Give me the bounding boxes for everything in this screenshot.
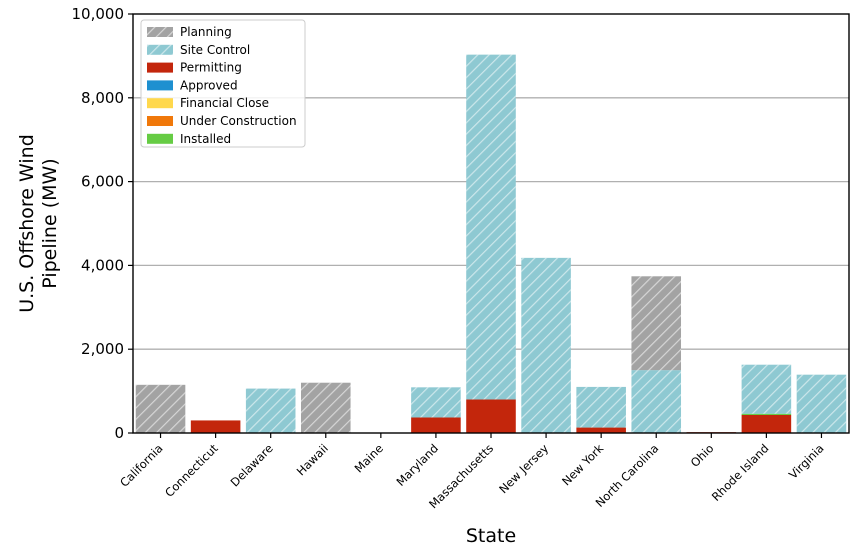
legend-label-site-control: Site Control bbox=[180, 43, 250, 57]
legend-swatch-under-construction bbox=[147, 116, 173, 126]
x-tick-label-hawaii: Hawaii bbox=[294, 441, 331, 478]
legend-swatch-installed bbox=[147, 133, 173, 144]
legend-label-installed: Installed bbox=[180, 132, 231, 146]
legend-label-planning: Planning bbox=[180, 25, 232, 39]
y-tick-label: 10,000 bbox=[72, 5, 125, 23]
legend-label-permitting: Permitting bbox=[180, 61, 242, 75]
bar-maryland-site-control-hatch bbox=[411, 387, 461, 418]
legend-swatch-permitting bbox=[147, 62, 173, 73]
x-tick-label-connecticut: Connecticut bbox=[162, 441, 221, 500]
plot-frame bbox=[132, 13, 850, 434]
x-tick-label-maryland: Maryland bbox=[393, 441, 441, 489]
y-axis-title-line: Pipeline (MW) bbox=[39, 158, 61, 288]
legend-label-approved: Approved bbox=[180, 78, 238, 92]
y-axis-title-line: U.S. Offshore Wind bbox=[16, 134, 38, 313]
y-tick-label: 2,000 bbox=[81, 340, 124, 358]
bar-hawaii-planning-hatch bbox=[300, 382, 351, 433]
legend-label-under-construction: Under Construction bbox=[180, 114, 297, 128]
bar-new-york-site-control-hatch bbox=[576, 386, 626, 428]
legend-label-financial-close: Financial Close bbox=[180, 96, 269, 110]
bar-massachusetts-permitting bbox=[466, 399, 516, 433]
y-tick-label: 6,000 bbox=[81, 173, 124, 191]
bar-california-planning-hatch bbox=[135, 384, 186, 433]
x-tick-label-new-york: New York bbox=[559, 441, 606, 488]
bar-rhode-island-installed bbox=[741, 413, 792, 415]
bar-connecticut-permitting bbox=[190, 420, 241, 433]
legend-swatch-planning-hatch bbox=[147, 27, 173, 37]
bars bbox=[135, 54, 847, 433]
bar-massachusetts-site-control-hatch bbox=[466, 54, 516, 400]
x-tick-label-virginia: Virginia bbox=[786, 441, 827, 482]
bar-maryland-permitting bbox=[411, 417, 461, 433]
y-tick-label: 8,000 bbox=[81, 89, 124, 107]
legend: Planning Site Control Permitting Approved Fi… bbox=[140, 19, 306, 148]
x-axis-title: State bbox=[466, 525, 516, 547]
bar-delaware-site-control-hatch bbox=[245, 388, 296, 433]
bar-north-carolina-planning-hatch bbox=[631, 276, 682, 371]
y-tick-label: 0 bbox=[114, 424, 124, 442]
legend-swatch-financial-close bbox=[147, 98, 173, 109]
x-tick-label-maine: Maine bbox=[352, 441, 386, 475]
bar-new-jersey-site-control-hatch bbox=[521, 257, 571, 433]
axis-titles: State U.S. Offshore WindPipeline (MW) bbox=[16, 134, 516, 547]
y-tick-label: 4,000 bbox=[81, 256, 124, 274]
bar-virginia-site-control-hatch bbox=[796, 374, 847, 433]
x-tick-label-rhode-island: Rhode Island bbox=[709, 441, 772, 504]
legend-swatch-site-control-hatch bbox=[147, 44, 173, 55]
x-tick-label-california: California bbox=[117, 441, 166, 490]
bar-rhode-island-permitting bbox=[741, 414, 792, 433]
bar-north-carolina-site-control-hatch bbox=[631, 370, 682, 433]
y-axis-title: U.S. Offshore WindPipeline (MW) bbox=[16, 134, 61, 313]
x-tick-label-ohio: Ohio bbox=[688, 441, 717, 470]
legend-box bbox=[140, 19, 306, 148]
axes bbox=[128, 13, 850, 438]
x-tick-label-delaware: Delaware bbox=[228, 441, 276, 489]
x-tick-label-new-jersey: New Jersey bbox=[496, 441, 551, 496]
legend-swatch-approved bbox=[147, 80, 173, 91]
bar-rhode-island-site-control-hatch bbox=[741, 364, 792, 414]
bar-new-york-permitting bbox=[576, 427, 626, 433]
